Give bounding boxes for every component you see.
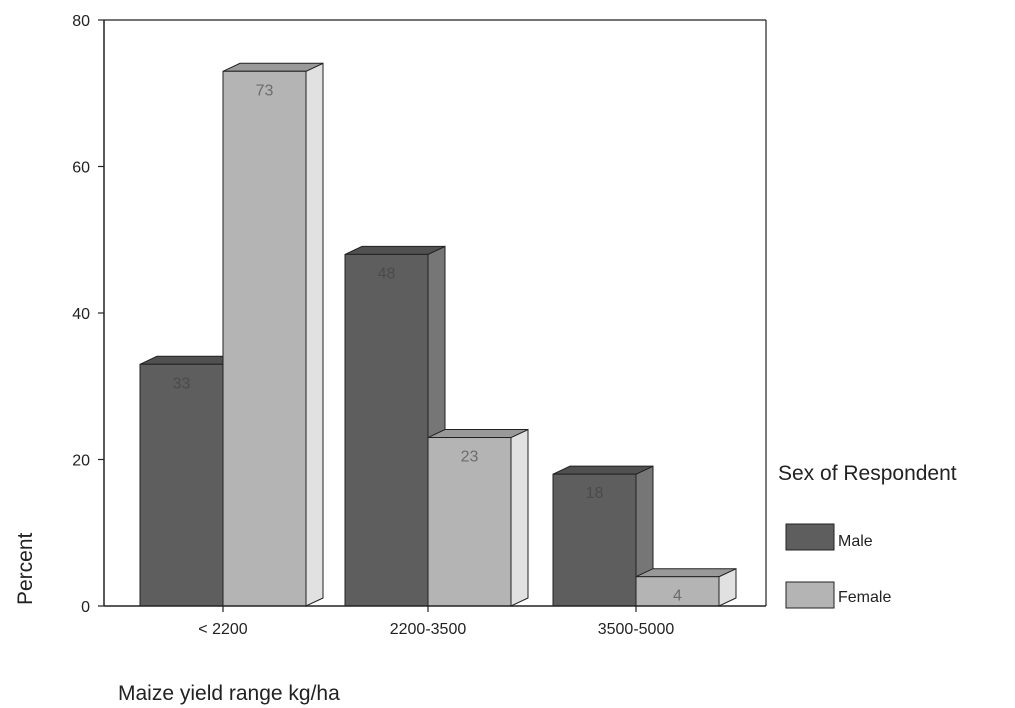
y-tick-label: 20 — [72, 453, 90, 470]
bar-male-1: 48 — [344, 245, 446, 607]
bar-front — [427, 437, 512, 607]
y-tick-label: 60 — [72, 160, 90, 177]
x-tick-label: 2200-3500 — [390, 621, 467, 638]
x-axis-title: Maize yield range kg/ha — [118, 682, 340, 705]
bar-data-label: 33 — [173, 375, 191, 392]
bar-front — [552, 473, 637, 607]
y-axis-title: Percent — [14, 532, 37, 605]
legend-label-male: Male — [838, 533, 873, 550]
bar-front — [139, 363, 224, 607]
x-tick-label: < 2200 — [198, 621, 247, 638]
legend: Sex of Respondent Male Female — [778, 462, 957, 609]
bars: 33 73 48 23 18 4 — [139, 62, 737, 607]
legend-swatch-female — [785, 581, 835, 609]
bar-side — [510, 428, 529, 607]
legend-swatch-male — [785, 523, 835, 551]
x-axis: < 2200 2200-3500 3500-5000 — [104, 605, 766, 638]
bar-data-label: 4 — [673, 588, 682, 605]
bar-data-label: 48 — [378, 265, 396, 282]
y-tick-label: 40 — [72, 306, 90, 323]
bar-top — [427, 429, 529, 439]
bar-top — [222, 62, 324, 72]
bar-front — [344, 253, 429, 607]
x-tick-label: 3500-5000 — [598, 621, 675, 638]
bar-data-label: 73 — [256, 82, 274, 99]
bar-female-2: 4 — [635, 567, 737, 607]
bar-data-label: 23 — [461, 449, 479, 466]
bar-female-0: 73 — [222, 62, 324, 607]
bar-data-label: 18 — [586, 485, 604, 502]
y-axis: 0 20 40 60 80 — [72, 13, 105, 616]
legend-label-female: Female — [838, 589, 891, 606]
y-tick-label: 80 — [72, 13, 90, 30]
bar-side — [305, 62, 324, 607]
plot-frame — [104, 19, 767, 606]
bar-top — [344, 245, 446, 255]
bar-top — [552, 465, 654, 475]
bar-front — [222, 70, 307, 607]
bar-front — [635, 576, 720, 607]
y-tick-label: 0 — [81, 599, 90, 616]
bar-top — [635, 568, 737, 578]
legend-title: Sex of Respondent — [778, 462, 957, 485]
bar-female-1: 23 — [427, 428, 529, 607]
